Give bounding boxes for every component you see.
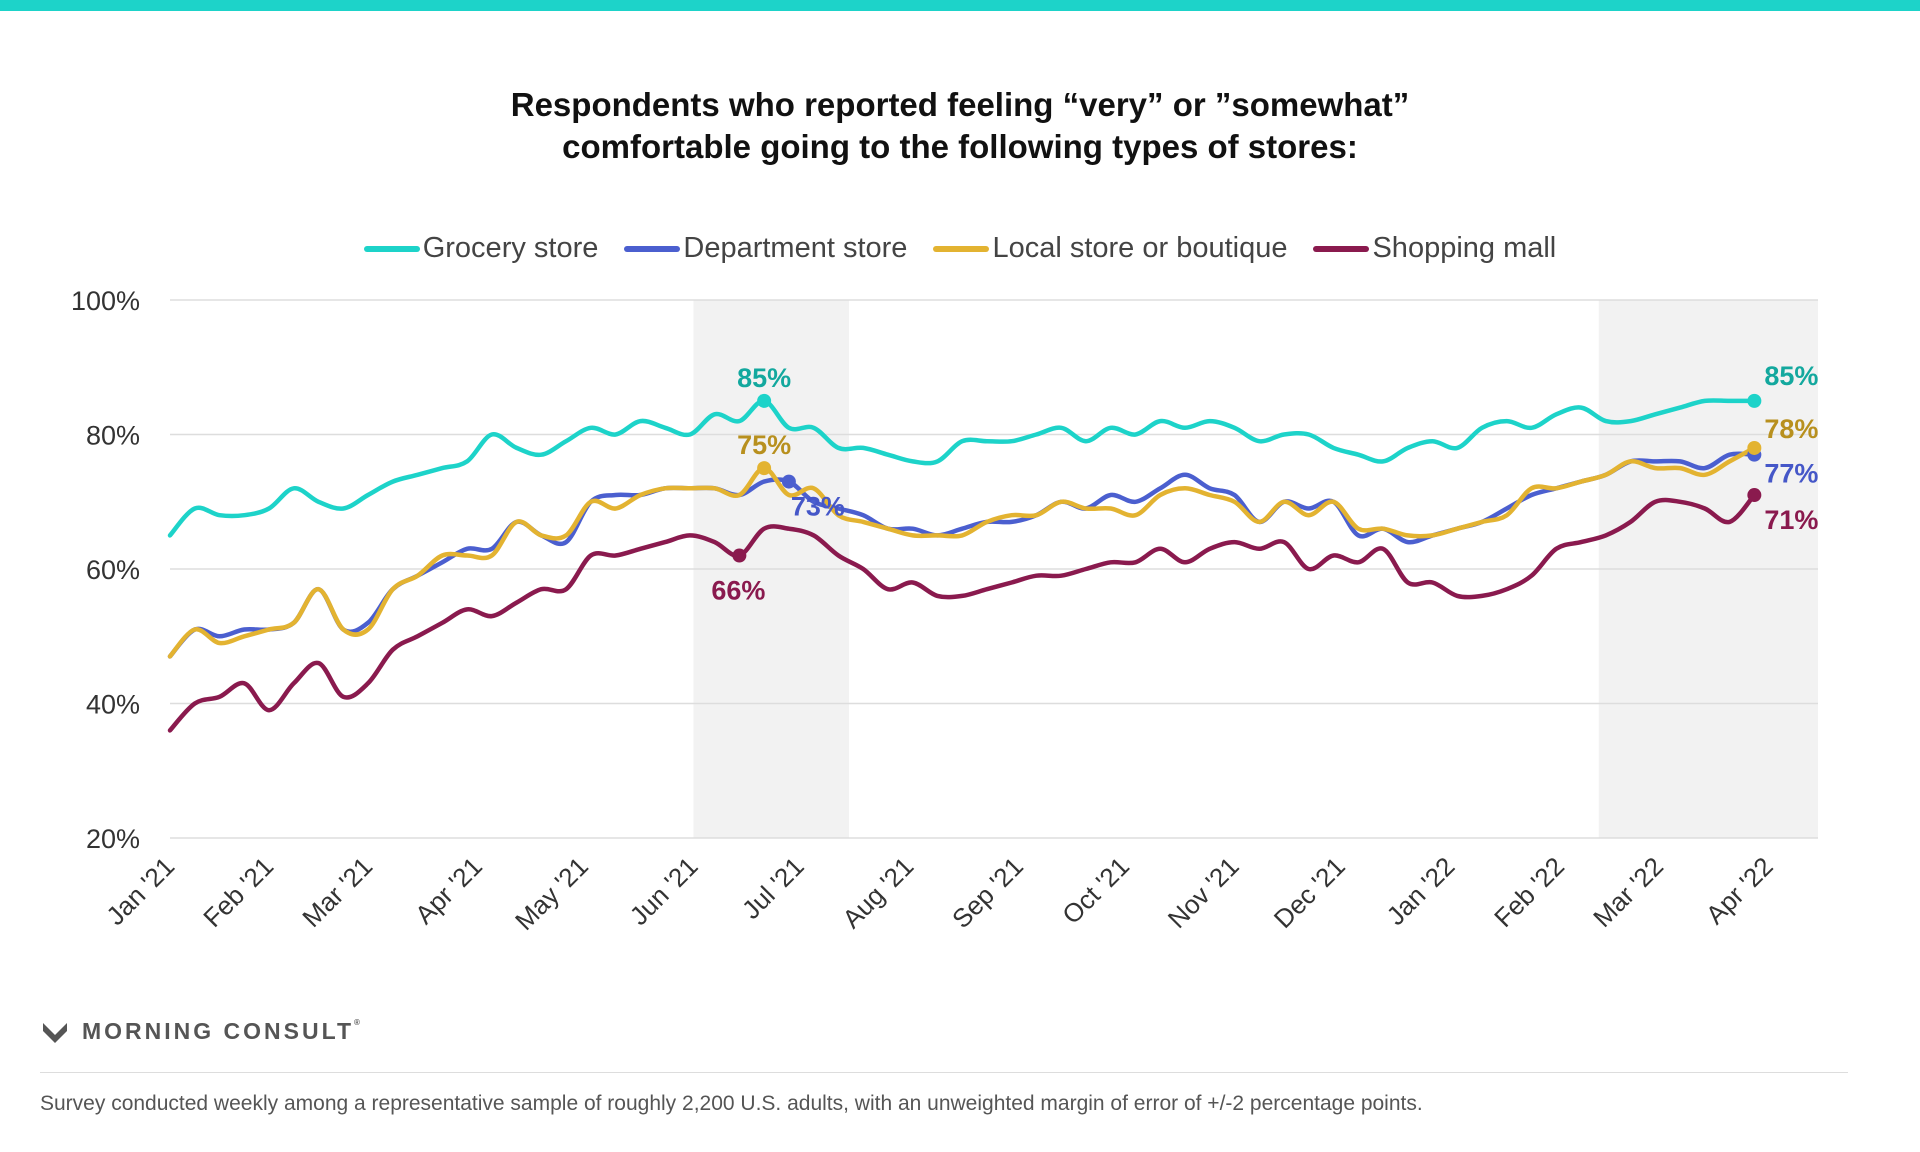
legend-label-local-store: Local store or boutique (992, 232, 1288, 264)
y-tick-label: 20% (86, 824, 140, 854)
brand-name-text: MORNING CONSULT (82, 1018, 355, 1044)
x-tick-label: Jul '21 (736, 851, 810, 925)
top-accent-bar (0, 0, 1920, 11)
x-tick-label: Jun '21 (624, 851, 704, 931)
series-line-department-store (167, 451, 1757, 659)
legend-item-department-store[interactable]: Department store (624, 232, 907, 265)
legend-label-department-store: Department store (683, 232, 908, 264)
legend-label-shopping-mall: Shopping mall (1372, 232, 1557, 264)
legend-label-grocery-store: Grocery store (422, 232, 599, 264)
x-tick-label: Feb '21 (197, 851, 279, 933)
peak-marker-shopping-mall (732, 548, 747, 563)
footnote: Survey conducted weekly among a represen… (40, 1092, 1423, 1115)
legend-item-shopping-mall[interactable]: Shopping mall (1313, 232, 1556, 265)
x-tick-label: Aug '21 (836, 851, 919, 934)
x-tick-label: May '21 (509, 851, 594, 936)
legend-swatch-shopping-mall (1313, 245, 1370, 252)
end-label-department-store: 77% (1764, 459, 1818, 489)
x-tick-label: Oct '21 (1056, 851, 1135, 930)
chart-legend: Grocery store Department store Local sto… (0, 232, 1920, 265)
end-marker-local-store-or-boutique (1747, 440, 1762, 455)
peak-marker-department-store (781, 474, 796, 489)
end-marker-grocery-store (1747, 393, 1762, 408)
x-tick-label: Jan '22 (1381, 851, 1461, 931)
end-label-grocery-store: 85% (1764, 361, 1818, 391)
footer-divider (40, 1072, 1848, 1073)
y-tick-label: 40% (86, 690, 140, 720)
y-tick-label: 60% (86, 555, 140, 585)
legend-item-grocery-store[interactable]: Grocery store (363, 232, 599, 265)
end-label-local-store-or-boutique: 78% (1764, 414, 1818, 444)
y-tick-label: 80% (86, 421, 140, 451)
chart-title-line-1: Respondents who reported feeling “very” … (510, 86, 1410, 123)
y-tick-label: 100% (71, 286, 140, 316)
brand-logo: MORNING CONSULT® (42, 1018, 360, 1045)
x-tick-label: Mar '22 (1587, 851, 1669, 933)
series-line-local-store-or-boutique (167, 445, 1757, 659)
peak-label-grocery-store: 85% (737, 363, 791, 393)
series-line-grocery-store (167, 398, 1757, 538)
x-tick-label: Sep '21 (946, 851, 1029, 934)
x-tick-label: Nov '21 (1162, 851, 1245, 934)
end-marker-shopping-mall (1747, 488, 1762, 503)
line-chart: 20% 40% 60% 80% 100% Jan '21 Feb '21 Mar '21 Apr… (71, 286, 1818, 936)
peak-label-department-store: 73% (791, 492, 845, 522)
peak-marker-local-store-or-boutique (757, 461, 772, 476)
end-label-shopping-mall: 71% (1764, 505, 1818, 535)
chart-title-line-2: comfortable going to the following types… (562, 128, 1358, 165)
legend-item-local-store[interactable]: Local store or boutique (933, 232, 1287, 265)
series-line-shopping-mall (167, 492, 1757, 733)
brand-name: MORNING CONSULT® (82, 1018, 360, 1045)
x-tick-label: Dec '21 (1268, 851, 1351, 934)
chart-title: Respondents who reported feeling “very” … (0, 84, 1920, 168)
peak-label-shopping-mall: 66% (711, 576, 765, 606)
legend-swatch-local-store (933, 245, 990, 252)
peak-marker-grocery-store (757, 393, 772, 408)
x-tick-label: Apr '21 (409, 851, 488, 930)
legend-swatch-department-store (624, 245, 681, 252)
x-tick-label: Apr '22 (1700, 851, 1779, 930)
peak-label-local-store-or-boutique: 75% (737, 430, 791, 460)
mc-chevron-logo-icon (43, 1022, 67, 1043)
x-tick-label: Feb '22 (1488, 851, 1570, 933)
x-tick-label: Mar '21 (296, 851, 378, 933)
x-tick-label: Jan '21 (100, 851, 180, 931)
legend-swatch-grocery-store (363, 245, 420, 252)
brand-registered-mark: ® (354, 1018, 360, 1027)
